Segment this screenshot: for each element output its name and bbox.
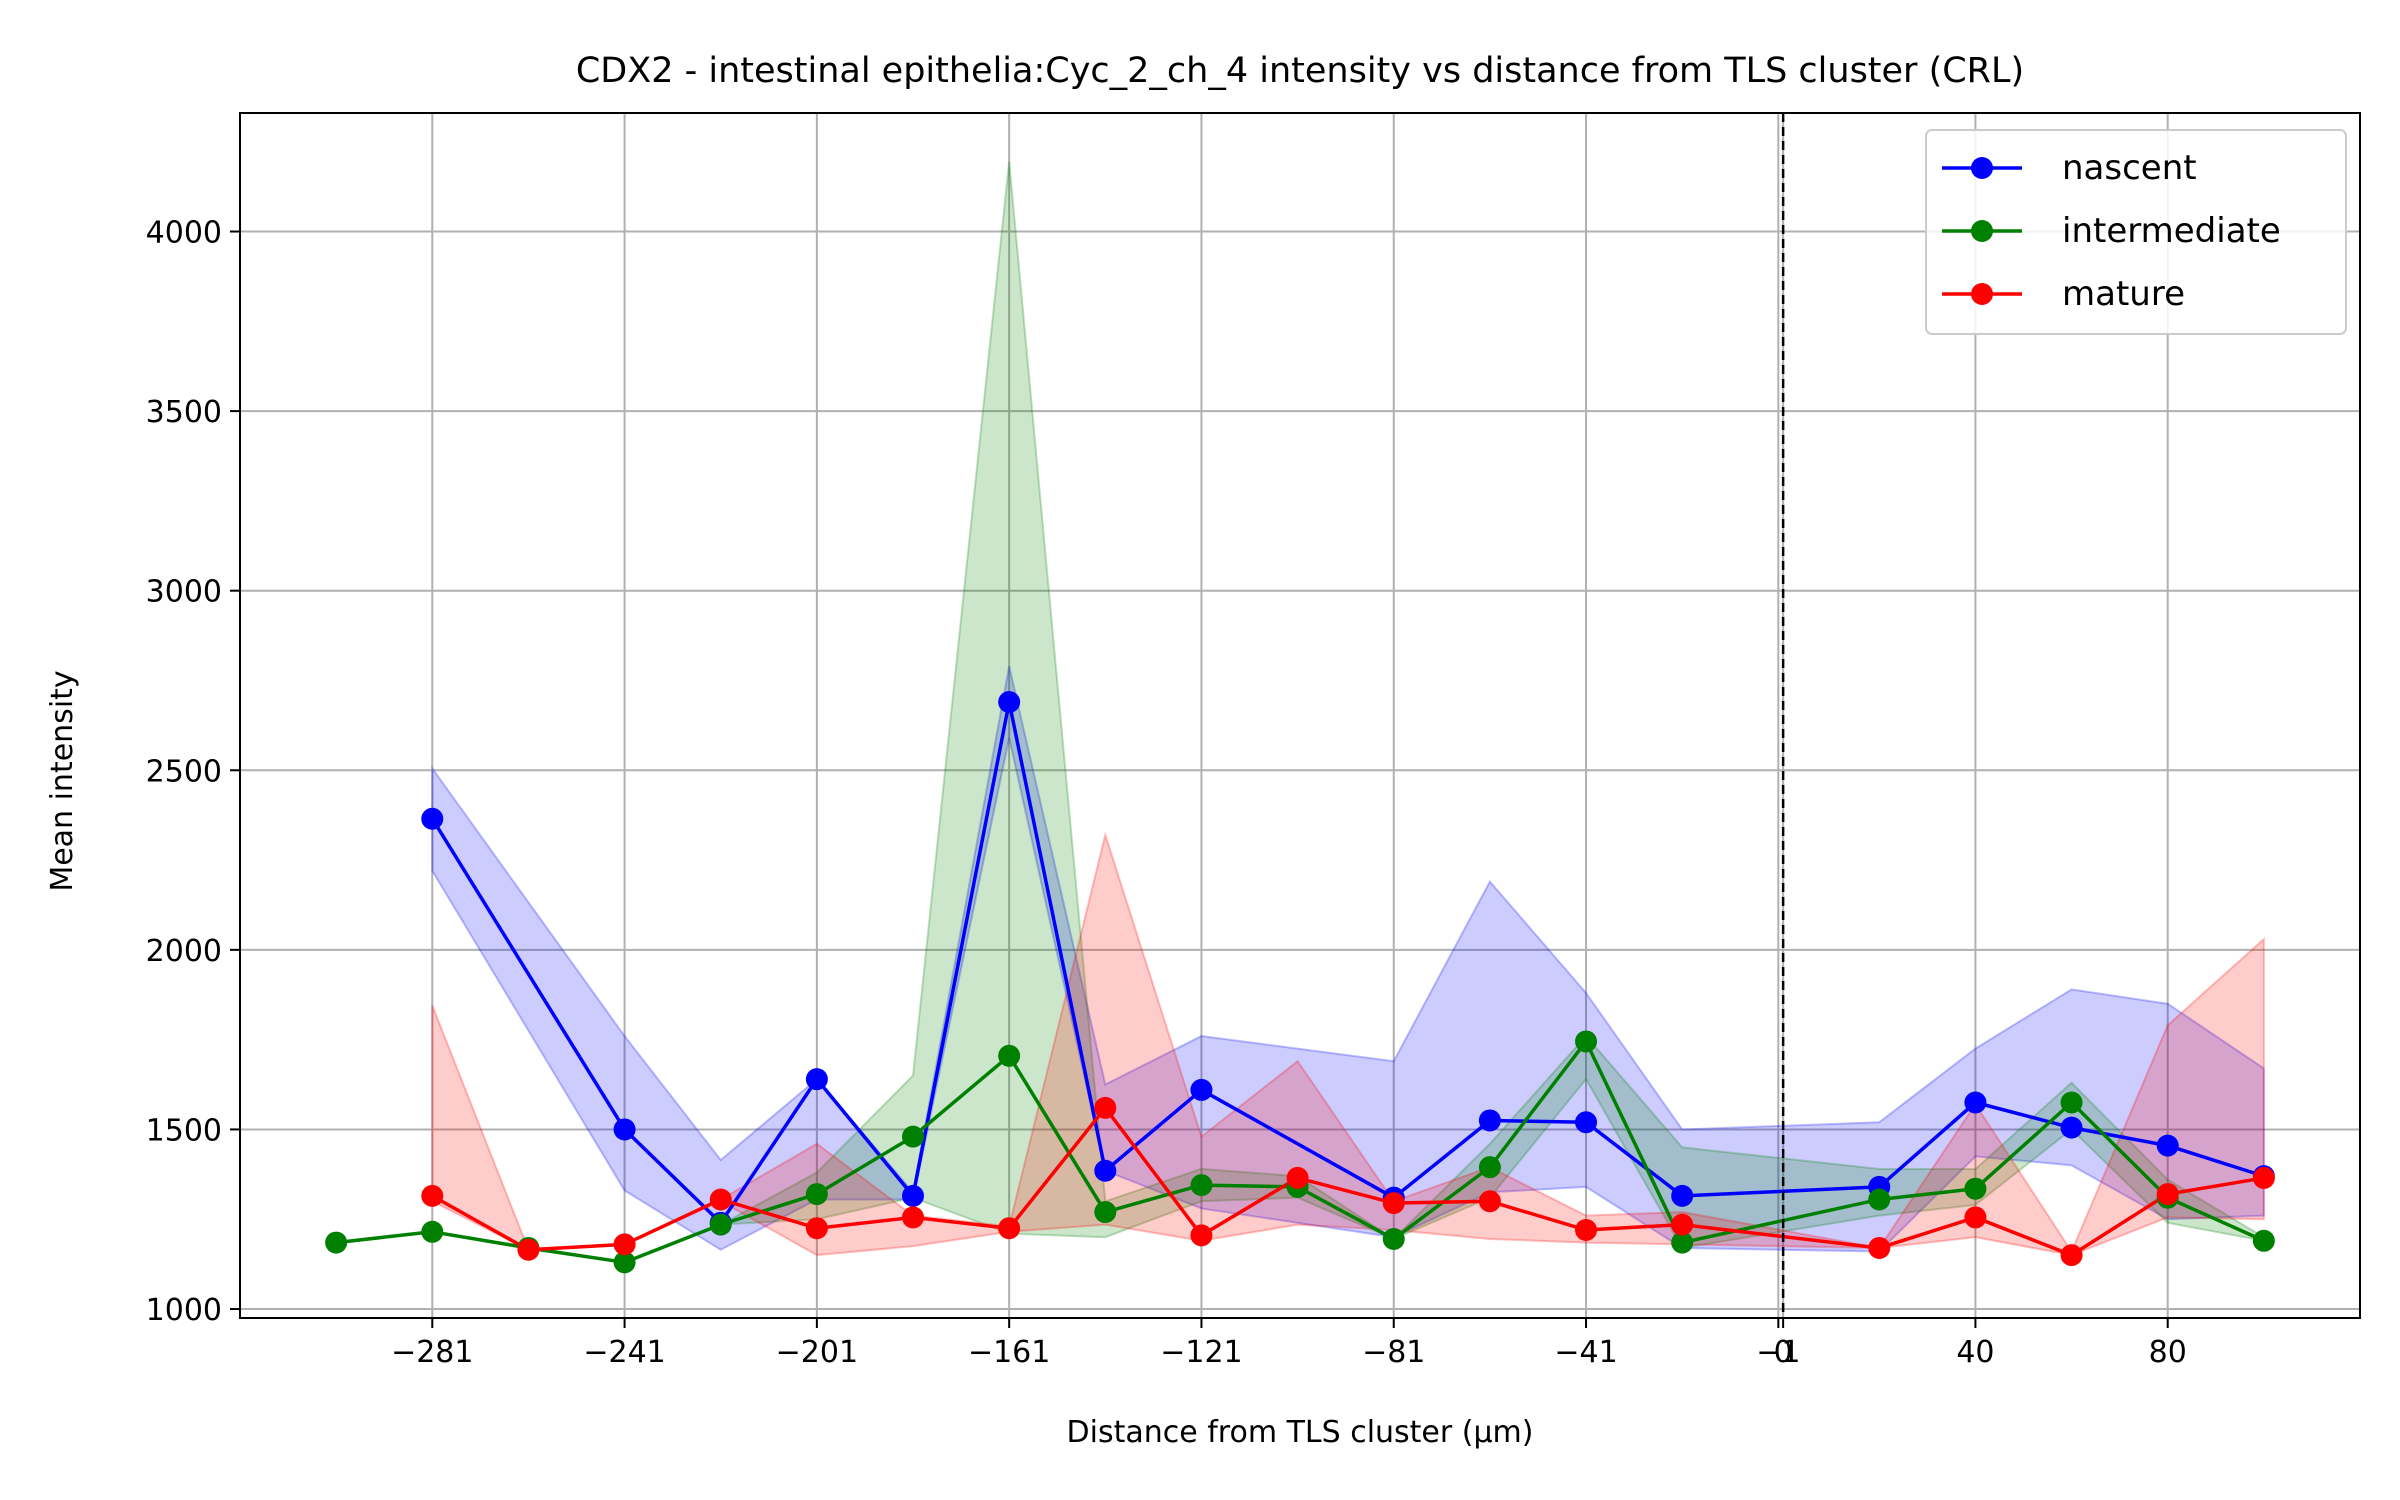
intermediate-point (421, 1220, 444, 1243)
x-tick-label: −121 (1160, 1335, 1242, 1370)
legend-label-nascent: nascent (2062, 148, 2197, 188)
x-tick-label: −41 (1554, 1335, 1617, 1370)
mature-point (1478, 1190, 1501, 1213)
mature-point (2060, 1244, 2083, 1267)
legend: nascent intermediate mature (1925, 129, 2347, 335)
mature-point (2252, 1166, 2275, 1189)
mature-point (998, 1217, 1021, 1240)
mature-point (517, 1238, 540, 1261)
chart-title: CDX2 - intestinal epithelia:Cyc_2_ch_4 i… (576, 51, 2024, 91)
intermediate-point (805, 1183, 828, 1206)
nascent-point (902, 1184, 925, 1207)
legend-marker-nascent (1971, 157, 1993, 179)
nascent-point (421, 807, 444, 830)
nascent-band (431, 665, 2265, 1253)
mature-point (1382, 1192, 1405, 1215)
legend-marker-intermediate (1971, 220, 1993, 242)
intermediate-point (1671, 1231, 1694, 1254)
mature-point (1868, 1236, 1891, 1259)
nascent-point (2060, 1116, 2083, 1139)
x-tick-label: −281 (391, 1335, 473, 1370)
x-tick-label: −161 (968, 1335, 1050, 1370)
intermediate-point (902, 1125, 925, 1148)
mature-point (613, 1233, 636, 1256)
x-tick-label: −241 (583, 1335, 665, 1370)
intermediate-line (335, 1039, 2265, 1265)
mature-point (1964, 1206, 1987, 1229)
intermediate-point (1964, 1177, 1987, 1200)
mature-point (1190, 1224, 1213, 1247)
x-tick-label: −81 (1362, 1335, 1425, 1370)
y-tick-label: 1000 (146, 1293, 222, 1328)
legend-label-intermediate: intermediate (2062, 211, 2281, 251)
x-tick-label: 0 (1774, 1335, 1793, 1370)
intermediate-point (1478, 1156, 1501, 1179)
mature-point (709, 1188, 732, 1211)
x-axis-ticks: −281 −241 −201 −161 −121 −81 −41 −10 40 80 (391, 1318, 2187, 1370)
mature-point (1575, 1219, 1598, 1242)
intermediate-point (1575, 1030, 1598, 1053)
x-tick-label: 40 (1956, 1335, 1994, 1370)
series-markers (325, 691, 2275, 1274)
y-tick-label: 4000 (146, 216, 222, 251)
legend-label-mature: mature (2062, 274, 2185, 314)
x-tick-label: 80 (2149, 1335, 2187, 1370)
nascent-point (805, 1068, 828, 1091)
mature-point (902, 1206, 925, 1229)
intermediate-point (2060, 1091, 2083, 1114)
y-axis-label: Mean intensity (45, 670, 80, 891)
mature-point (1286, 1166, 1309, 1189)
nascent-point (2156, 1134, 2179, 1157)
y-tick-label: 2000 (146, 934, 222, 969)
y-axis-ticks: 1000 1500 2000 2500 3000 3500 4000 (146, 216, 240, 1328)
y-tick-label: 3500 (146, 395, 222, 430)
nascent-point (1575, 1111, 1598, 1134)
plot-frame (239, 112, 2361, 1319)
x-axis-label: Distance from TLS cluster (μm) (1067, 1415, 1534, 1450)
mature-point (1094, 1096, 1117, 1119)
x-tick-label: −1 (1756, 1335, 1800, 1370)
intermediate-point (1190, 1174, 1213, 1197)
y-tick-label: 2500 (146, 754, 222, 789)
nascent-point (1478, 1109, 1501, 1132)
nascent-point (1190, 1078, 1213, 1101)
intermediate-point (1868, 1188, 1891, 1211)
intermediate-point (1094, 1201, 1117, 1224)
intermediate-point (325, 1231, 348, 1254)
intermediate-point (709, 1213, 732, 1236)
nascent-point (613, 1118, 636, 1141)
intermediate-point (2252, 1229, 2275, 1252)
nascent-point (1094, 1159, 1117, 1182)
mature-point (1671, 1213, 1694, 1236)
intermediate-point (998, 1044, 1021, 1067)
nascent-point (1671, 1184, 1694, 1207)
mature-point (805, 1217, 828, 1240)
legend-marker-mature (1971, 283, 1993, 305)
intermediate-point (613, 1251, 636, 1274)
nascent-point (998, 691, 1021, 714)
nascent-point (1964, 1091, 1987, 1114)
y-tick-label: 1500 (146, 1113, 222, 1148)
y-tick-label: 3000 (146, 575, 222, 610)
legend-box (1925, 129, 2347, 335)
mature-point (2156, 1183, 2179, 1206)
intermediate-point (1382, 1227, 1405, 1250)
x-tick-label: −201 (776, 1335, 858, 1370)
mature-point (421, 1184, 444, 1207)
